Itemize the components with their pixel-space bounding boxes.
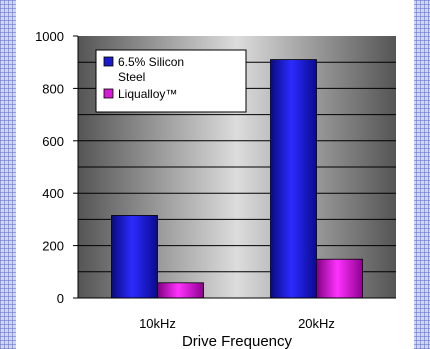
chart-panel: 10kHz 20kHz 0 200 400 600 800 1000 Drive Frequen… [16, 0, 414, 349]
x-tick-label: 20kHz [298, 316, 335, 331]
y-tick-label: 200 [42, 239, 64, 254]
legend-swatch [103, 88, 114, 99]
bar [111, 215, 158, 299]
y-tick-label: 1000 [35, 29, 64, 44]
legend-label: Liqualloy™ [118, 87, 177, 101]
bar [157, 282, 204, 299]
axes: 10kHz 20kHz 0 200 400 600 800 1000 Drive Frequen… [35, 29, 396, 349]
y-tick-label: 400 [42, 186, 64, 201]
y-tick-label: 0 [57, 291, 64, 306]
x-axis-title: Drive Frequency [182, 333, 293, 349]
bar [270, 59, 317, 299]
legend-label: Steel [118, 70, 145, 84]
legend-box [95, 49, 247, 113]
legend-swatch [103, 56, 114, 67]
y-tick-label: 800 [42, 81, 64, 96]
y-tick-label: 600 [42, 134, 64, 149]
bar [316, 258, 363, 299]
bars [111, 59, 363, 299]
x-tick-label: 10kHz [139, 316, 176, 331]
bar-chart: 10kHz 20kHz 0 200 400 600 800 1000 Drive Frequen… [35, 29, 396, 349]
legend-label: 6.5% Silicon [118, 55, 184, 69]
